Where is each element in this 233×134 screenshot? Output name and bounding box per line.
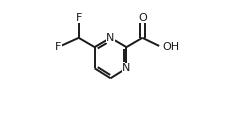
Text: F: F — [55, 42, 61, 52]
Text: O: O — [138, 13, 147, 23]
Text: OH: OH — [162, 42, 179, 52]
Text: F: F — [75, 13, 82, 23]
Text: N: N — [106, 33, 115, 43]
Text: N: N — [122, 63, 131, 73]
